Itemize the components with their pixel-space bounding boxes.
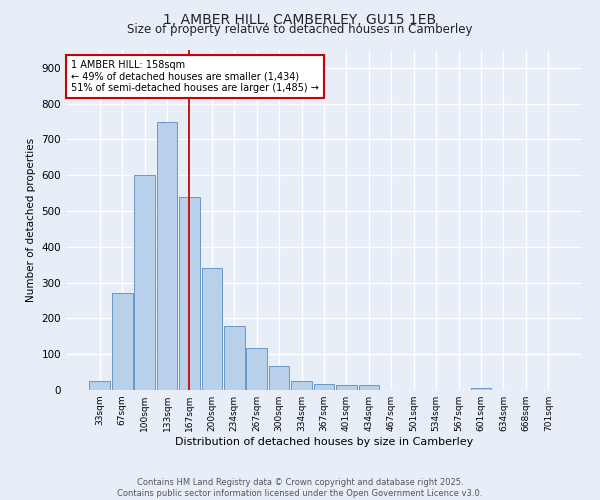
Bar xyxy=(314,384,334,390)
Bar xyxy=(179,196,200,390)
Bar xyxy=(224,326,245,390)
Text: 1, AMBER HILL, CAMBERLEY, GU15 1EB: 1, AMBER HILL, CAMBERLEY, GU15 1EB xyxy=(163,12,437,26)
Bar xyxy=(336,384,357,390)
Bar xyxy=(359,386,379,390)
Text: 1 AMBER HILL: 158sqm
← 49% of detached houses are smaller (1,434)
51% of semi-de: 1 AMBER HILL: 158sqm ← 49% of detached h… xyxy=(71,60,319,94)
Bar xyxy=(291,381,312,390)
Bar xyxy=(470,388,491,390)
Bar xyxy=(247,348,267,390)
Bar xyxy=(89,381,110,390)
Y-axis label: Number of detached properties: Number of detached properties xyxy=(26,138,36,302)
Text: Size of property relative to detached houses in Camberley: Size of property relative to detached ho… xyxy=(127,22,473,36)
Bar xyxy=(134,176,155,390)
Text: Contains HM Land Registry data © Crown copyright and database right 2025.
Contai: Contains HM Land Registry data © Crown c… xyxy=(118,478,482,498)
Bar xyxy=(202,268,222,390)
Bar xyxy=(269,366,289,390)
Bar xyxy=(112,294,133,390)
X-axis label: Distribution of detached houses by size in Camberley: Distribution of detached houses by size … xyxy=(175,437,473,447)
Bar xyxy=(157,122,178,390)
